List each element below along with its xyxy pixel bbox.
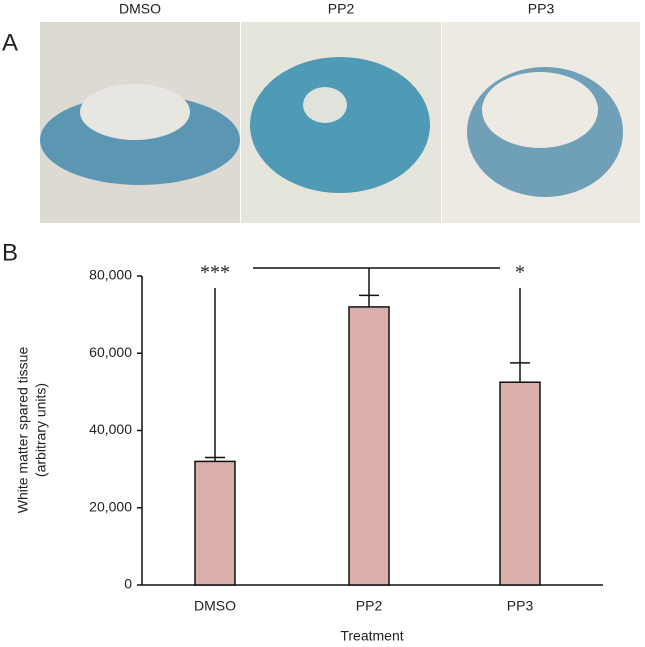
significance-annotation: *** [200,262,230,284]
bar [348,306,390,586]
y-tick-label: 0 [124,576,132,592]
image-label: PP3 [528,1,555,17]
x-tick-label: DMSO [194,598,236,614]
bar-chart: 0 20,000 40,000 60,000 80,000 White matter sp… [15,262,603,644]
y-axis-title: (arbitrary units) [33,383,49,477]
lesion [80,84,190,140]
y-tick-label: 80,000 [89,267,132,283]
bar [194,460,236,586]
y-tick-label: 60,000 [89,344,132,360]
y-tick-label: 40,000 [89,421,132,437]
image-labels: DMSO PP2 PP3 [119,1,554,17]
image-label: DMSO [119,1,161,17]
bar [499,381,541,586]
x-axis-title: Treatment [340,628,403,644]
y-tick-label: 20,000 [89,498,132,514]
micrographs [40,22,640,223]
y-axis-title: White matter spared tissue [15,347,31,514]
panel-label: B [2,239,18,266]
lesion [482,72,598,148]
x-tick-label: PP2 [356,598,383,614]
tissue [250,57,430,193]
lesion [303,87,347,123]
panel-label: A [2,29,18,56]
image-label: PP2 [328,1,355,17]
x-tick-label: PP3 [507,598,534,614]
significance-annotation: * [515,262,525,284]
